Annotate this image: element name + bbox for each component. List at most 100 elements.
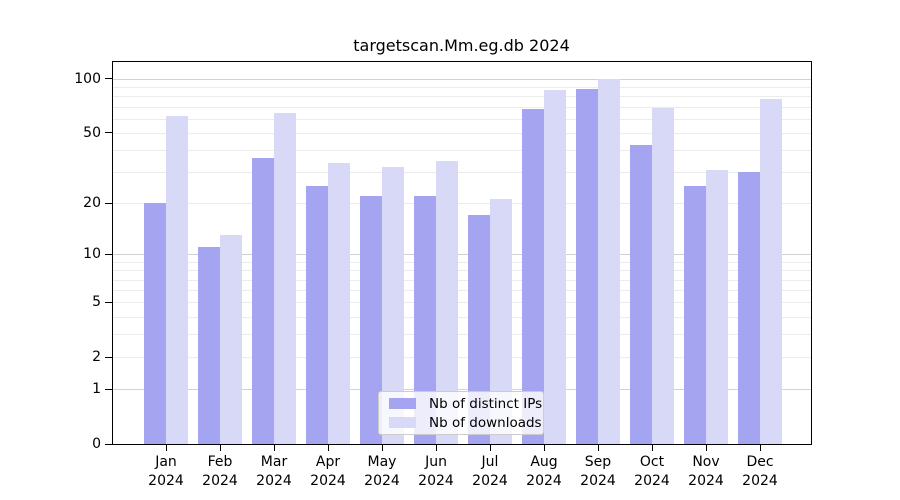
x-tick-year: 2024 — [310, 473, 346, 489]
bar-nb-of-distinct-ips-nov — [684, 186, 706, 444]
x-tick-month: Aug — [530, 454, 558, 470]
bar-nb-of-downloads-oct — [652, 107, 674, 444]
legend-label-distinct-ips: Nb of distinct IPs — [429, 395, 543, 412]
bar-nb-of-downloads-feb — [220, 235, 242, 444]
legend-label-downloads: Nb of downloads — [429, 414, 542, 431]
y-tick-label-100: 100 — [74, 70, 101, 87]
minor-gridline-30 — [113, 172, 811, 174]
x-tick-month: Jun — [425, 454, 447, 470]
y-tick-100 — [105, 78, 112, 80]
legend-swatch-downloads — [389, 417, 416, 428]
x-tick-year: 2024 — [472, 473, 508, 489]
x-tick-year: 2024 — [148, 473, 184, 489]
y-tick-label-10: 10 — [83, 246, 101, 263]
x-tick-month: Apr — [315, 454, 341, 470]
minor-gridline-50 — [113, 132, 811, 134]
x-tick-label-jan: Jan 2024 — [134, 453, 198, 491]
bar-nb-of-distinct-ips-aug — [522, 109, 544, 444]
x-tick-year: 2024 — [634, 473, 670, 489]
x-tick-month: Sep — [584, 454, 612, 470]
x-tick-year: 2024 — [742, 473, 778, 489]
minor-gridline-9 — [113, 261, 811, 263]
y-tick-2 — [105, 356, 112, 358]
bar-nb-of-distinct-ips-apr — [306, 186, 328, 444]
minor-gridline-20 — [113, 203, 811, 205]
legend: Nb of distinct IPs Nb of downloads — [378, 391, 544, 435]
x-tick-month: May — [367, 454, 397, 470]
x-tick-month: Jul — [481, 454, 499, 470]
bar-nb-of-downloads-may — [382, 167, 404, 444]
y-tick-label-5: 5 — [92, 294, 101, 311]
y-tick-0 — [105, 443, 112, 445]
x-tick-label-jun: Jun 2024 — [404, 453, 468, 491]
x-tick-label-aug: Aug 2024 — [512, 453, 576, 491]
y-tick-10 — [105, 253, 112, 255]
bar-nb-of-downloads-aug — [544, 89, 566, 444]
major-gridline-10 — [113, 254, 811, 256]
bar-nb-of-distinct-ips-oct — [630, 144, 652, 444]
minor-gridline-60 — [113, 118, 811, 120]
minor-gridline-90 — [113, 87, 811, 89]
minor-gridline-40 — [113, 150, 811, 152]
x-tick-year: 2024 — [418, 473, 454, 489]
y-tick-label-20: 20 — [83, 195, 101, 212]
bar-nb-of-downloads-sep — [598, 78, 620, 444]
x-tick-month: Dec — [746, 454, 774, 470]
x-tick-dec — [760, 445, 761, 451]
x-tick-label-nov: Nov 2024 — [674, 453, 738, 491]
x-tick-label-oct: Oct 2024 — [620, 453, 684, 491]
bar-nb-of-downloads-dec — [760, 99, 782, 444]
bar-nb-of-downloads-nov — [706, 169, 728, 444]
x-tick-label-sep: Sep 2024 — [566, 453, 630, 491]
legend-row-downloads: Nb of downloads — [385, 415, 542, 431]
minor-gridline-5 — [113, 302, 811, 304]
x-tick-label-may: May 2024 — [350, 453, 414, 491]
minor-gridline-6 — [113, 290, 811, 291]
x-tick-label-jul: Jul 2024 — [458, 453, 522, 491]
x-tick-label-mar: Mar 2024 — [242, 453, 306, 491]
x-tick-year: 2024 — [202, 473, 238, 489]
y-tick-50 — [105, 132, 112, 134]
x-tick-oct — [652, 445, 653, 451]
x-tick-year: 2024 — [364, 473, 400, 489]
minor-gridline-7 — [113, 279, 811, 281]
major-gridline-100 — [113, 78, 811, 80]
bar-nb-of-distinct-ips-jul — [468, 215, 490, 444]
major-gridline-1 — [113, 389, 811, 391]
y-tick-label-0: 0 — [92, 436, 101, 452]
x-tick-label-dec: Dec 2024 — [728, 453, 792, 491]
minor-gridline-70 — [113, 106, 811, 108]
x-tick-mar — [274, 445, 275, 451]
x-tick-may — [382, 445, 383, 451]
y-tick-label-2: 2 — [92, 349, 101, 366]
y-tick-1 — [105, 388, 112, 390]
bar-nb-of-downloads-jan — [166, 116, 188, 444]
bar-nb-of-downloads-jun — [436, 160, 458, 444]
x-tick-label-apr: Apr 2024 — [296, 453, 360, 491]
x-tick-year: 2024 — [688, 473, 724, 489]
minor-gridline-3 — [113, 334, 811, 336]
bar-nb-of-distinct-ips-sep — [576, 88, 598, 444]
y-tick-label-1: 1 — [92, 381, 101, 398]
plot-area: Nb of distinct IPs Nb of downloads 100 5 0… — [74, 61, 812, 489]
minor-gridline-8 — [113, 270, 811, 272]
x-tick-aug — [544, 445, 545, 451]
x-tick-month: Nov — [692, 454, 720, 470]
bar-nb-of-distinct-ips-feb — [198, 247, 220, 444]
bar-nb-of-downloads-jul — [490, 199, 512, 444]
x-tick-feb — [220, 445, 221, 451]
legend-row-distinct-ips: Nb of distinct IPs — [385, 396, 542, 412]
x-tick-month: Feb — [207, 454, 233, 470]
x-tick-apr — [328, 445, 329, 451]
x-tick-month: Jan — [155, 454, 177, 470]
bar-nb-of-downloads-mar — [274, 112, 296, 444]
x-tick-jul — [490, 445, 491, 451]
y-tick-20 — [105, 202, 112, 204]
chart-title: targetscan.Mm.eg.db 2024 — [353, 36, 570, 55]
x-tick-year: 2024 — [256, 473, 292, 489]
x-tick-jun — [436, 445, 437, 451]
x-tick-jan — [166, 445, 167, 451]
x-tick-year: 2024 — [526, 473, 562, 489]
legend-swatch-distinct-ips — [389, 398, 416, 409]
